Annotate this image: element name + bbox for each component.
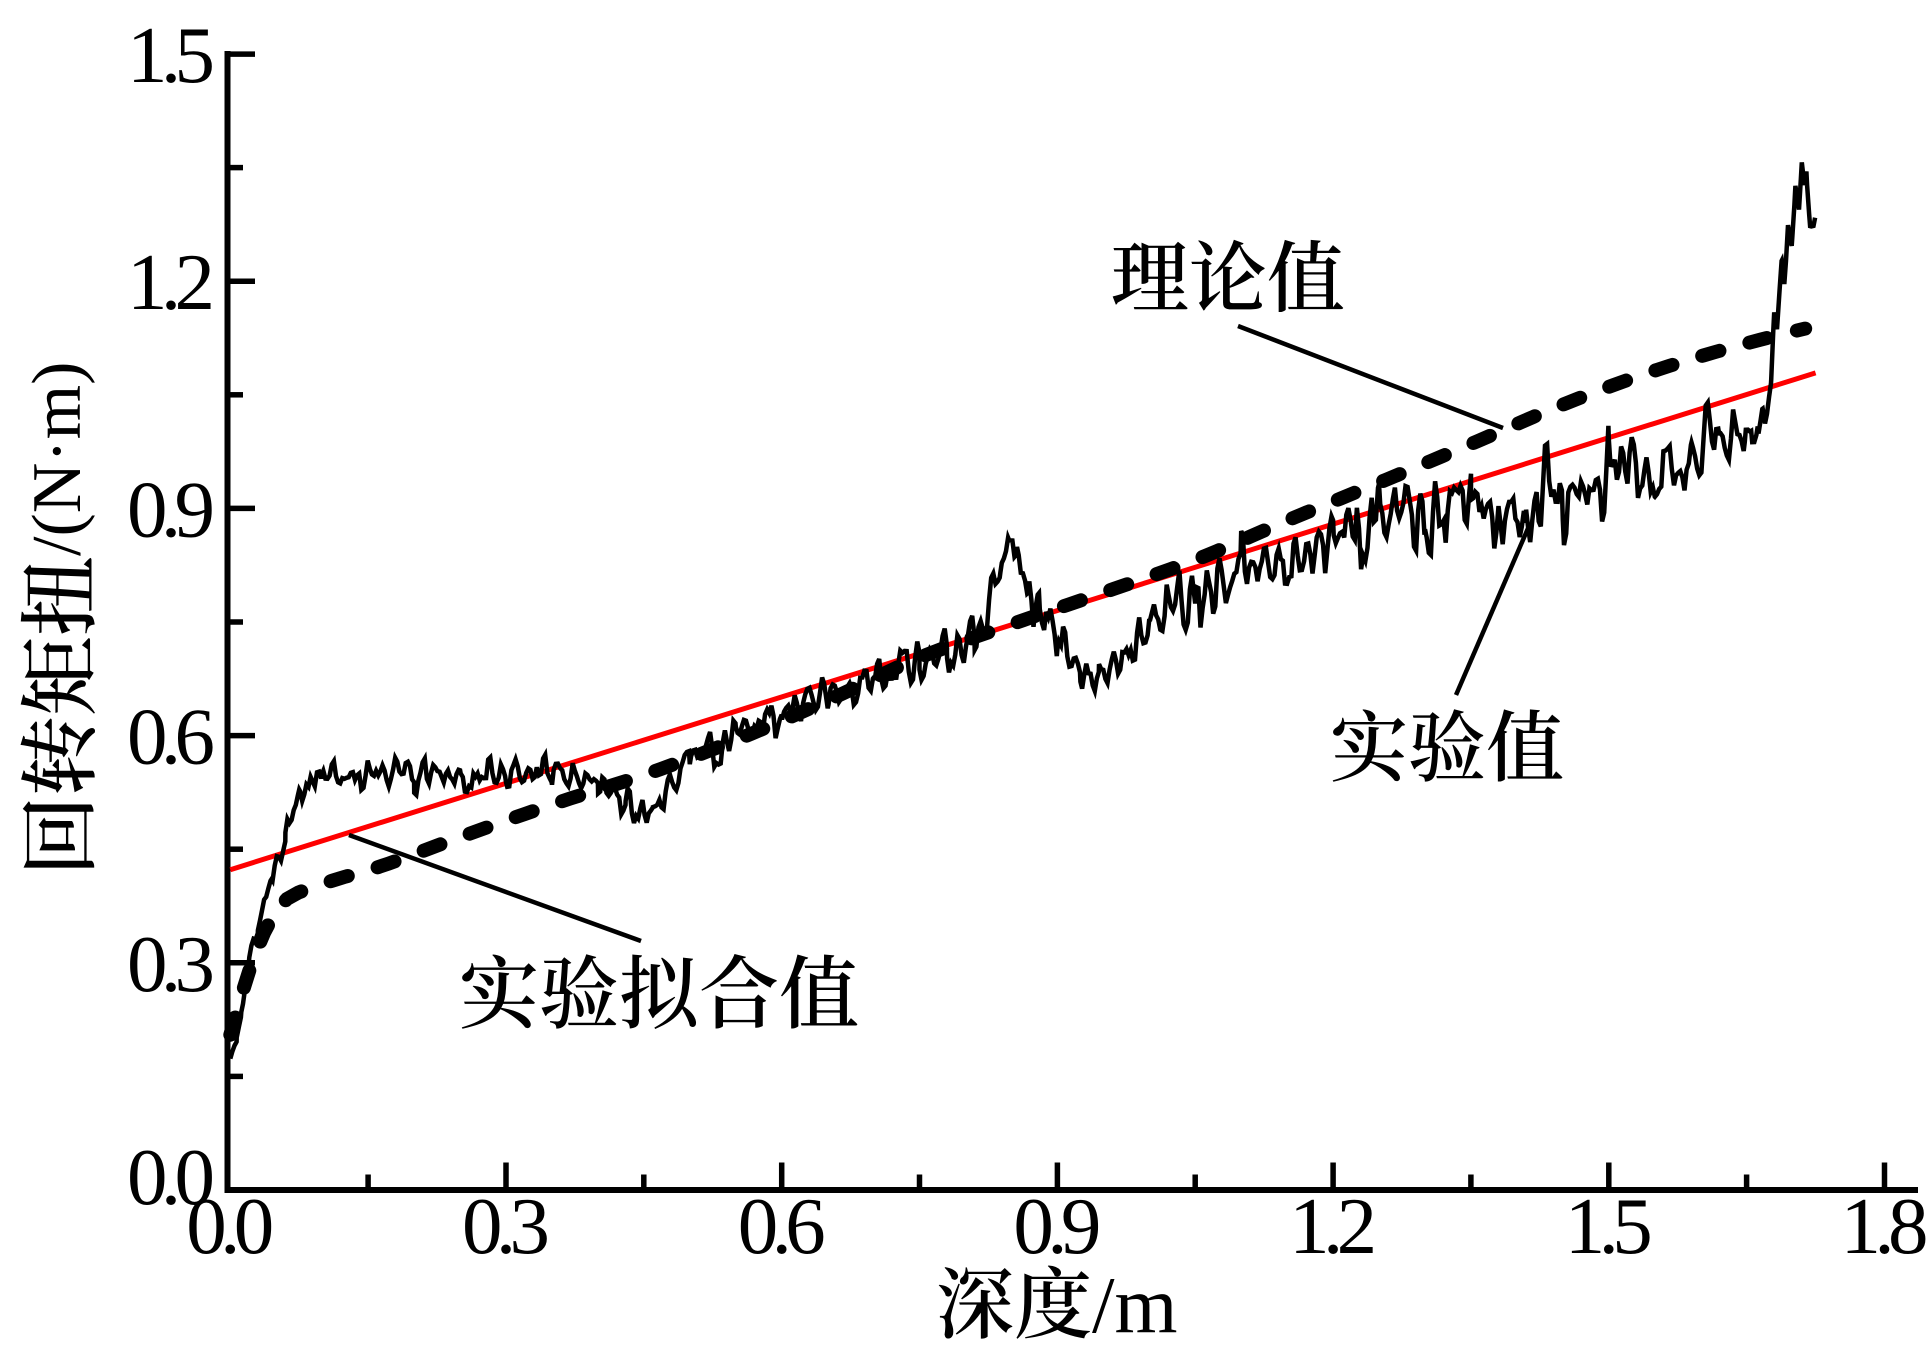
- svg-text:1.2: 1.2: [127, 237, 215, 327]
- svg-text:0.9: 0.9: [1013, 1181, 1101, 1271]
- svg-text:/(N·m): /(N·m): [19, 362, 96, 556]
- svg-text:0.6: 0.6: [127, 692, 215, 782]
- svg-text:0.0: 0.0: [186, 1181, 274, 1271]
- svg-text:0.0: 0.0: [127, 1132, 215, 1222]
- svg-text:/m: /m: [1092, 1260, 1178, 1350]
- svg-text:1.5: 1.5: [1565, 1181, 1653, 1271]
- svg-text:1.5: 1.5: [127, 10, 215, 100]
- svg-text:0.6: 0.6: [738, 1181, 826, 1271]
- svg-text:0.9: 0.9: [127, 464, 215, 554]
- svg-text:0.3: 0.3: [127, 919, 215, 1009]
- svg-text:0.3: 0.3: [462, 1181, 550, 1271]
- svg-text:1.8: 1.8: [1841, 1181, 1929, 1271]
- svg-text:1.2: 1.2: [1289, 1181, 1377, 1271]
